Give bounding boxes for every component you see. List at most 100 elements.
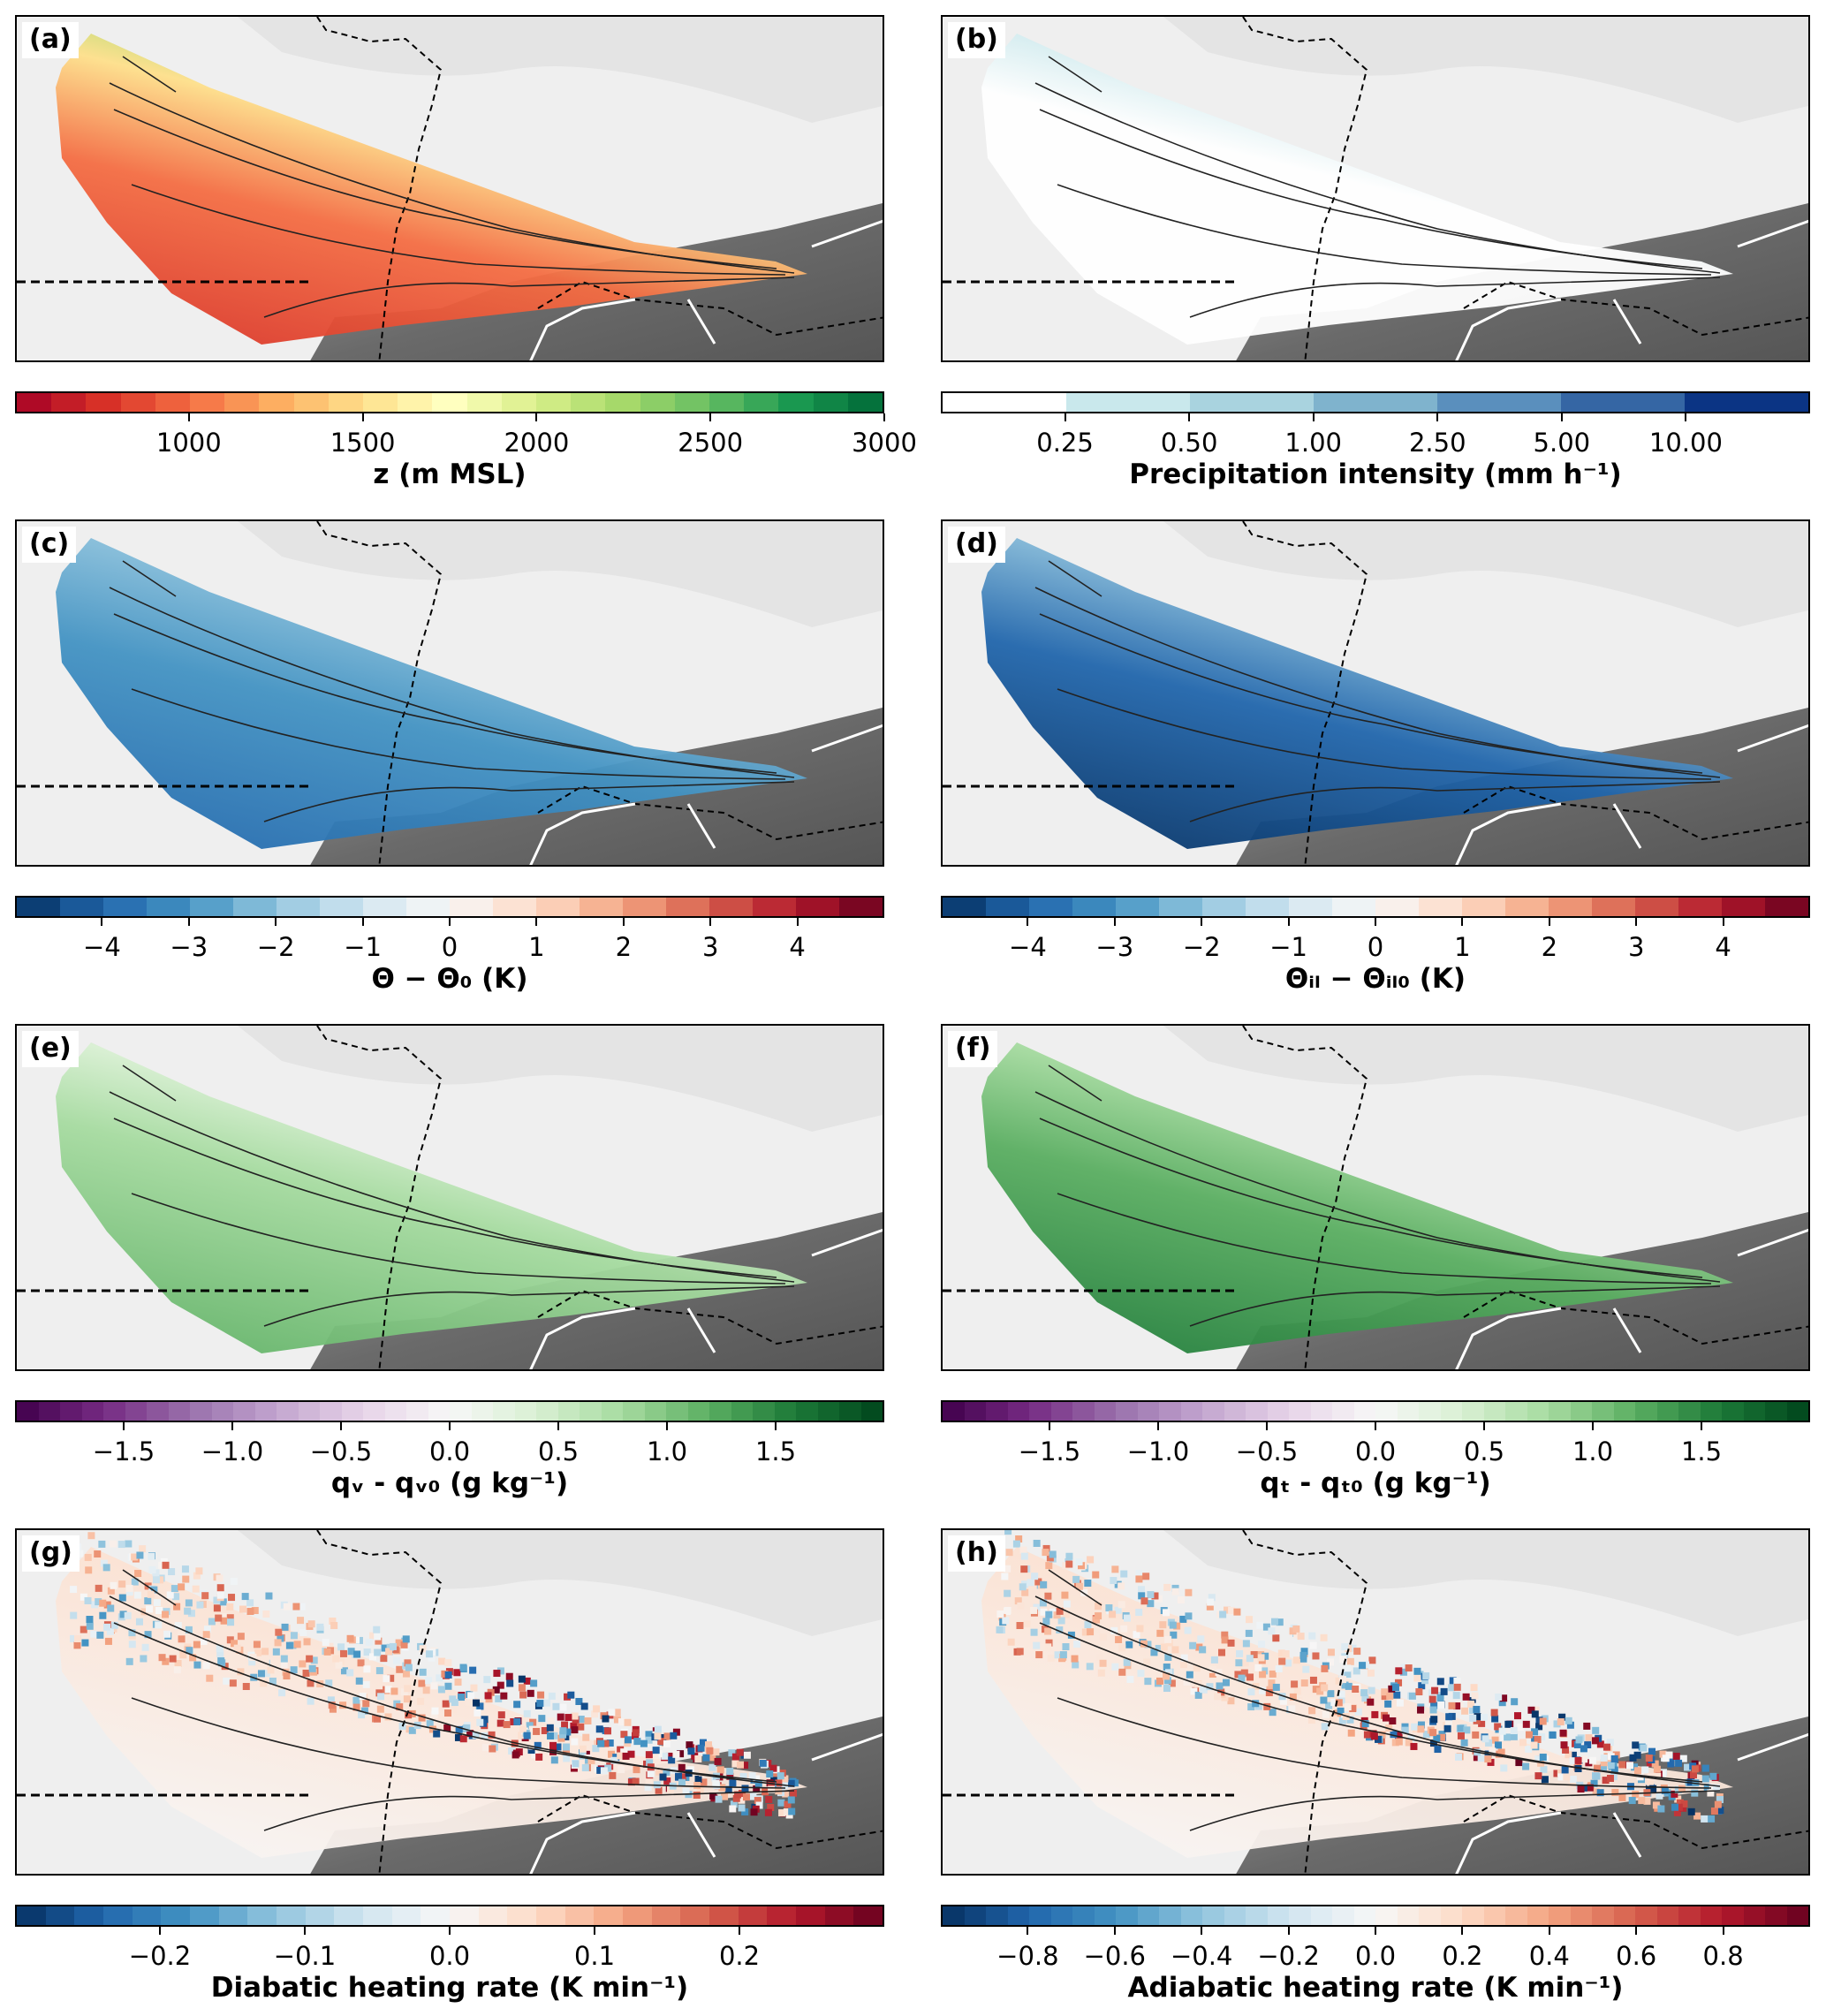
heating-cell <box>766 1770 774 1778</box>
heating-cell <box>239 1605 246 1613</box>
heating-cell <box>1684 1763 1692 1771</box>
heating-cell <box>189 1654 197 1662</box>
heating-cell <box>782 1790 790 1798</box>
tick-label: 0.5 <box>1463 1436 1505 1467</box>
heating-cell <box>241 1593 249 1601</box>
colorbar-segment <box>233 898 277 916</box>
heating-cell <box>332 1655 340 1663</box>
colorbar-segment <box>1353 1402 1375 1421</box>
heating-cell <box>293 1641 301 1648</box>
colorbar-segment <box>623 1906 652 1925</box>
colorbar-segment <box>1505 898 1549 916</box>
heating-cell <box>1489 1747 1496 1755</box>
heating-cell <box>1337 1690 1345 1698</box>
heating-cell <box>419 1668 427 1676</box>
heating-cell <box>714 1757 722 1765</box>
heating-cell <box>193 1641 201 1648</box>
heating-cell <box>1510 1727 1518 1735</box>
heating-cell <box>162 1561 170 1569</box>
heating-cell <box>1216 1682 1224 1690</box>
colorbar-segment <box>1202 1402 1224 1421</box>
colorbar-segment <box>1029 1906 1051 1925</box>
tick-mark <box>796 918 799 926</box>
heating-cell <box>1525 1731 1533 1739</box>
heating-cell <box>1087 1628 1095 1636</box>
colorbar-segment <box>1314 393 1437 412</box>
heating-cell <box>100 1559 108 1567</box>
heating-cell <box>1388 1685 1396 1693</box>
heating-cell <box>465 1698 473 1706</box>
heating-cell <box>1607 1762 1615 1770</box>
heating-cell <box>620 1731 628 1739</box>
colorbar-segment <box>501 393 537 412</box>
heating-cell <box>1349 1705 1357 1713</box>
heating-cell <box>374 1715 382 1723</box>
colorbar-segment <box>103 898 147 916</box>
colorbar-segment <box>1246 898 1289 916</box>
heating-cell <box>1234 1671 1242 1679</box>
heating-cell <box>575 1697 583 1705</box>
colorbar-segment <box>1700 1402 1722 1421</box>
colorbar-segment <box>1722 1402 1744 1421</box>
heating-cell <box>1395 1667 1403 1675</box>
map-canvas <box>943 1026 1808 1369</box>
colorbar-segment <box>1202 898 1246 916</box>
heating-cell <box>431 1707 439 1715</box>
heating-cell <box>1035 1651 1043 1659</box>
heating-cell <box>233 1644 241 1652</box>
tick-label: 0.6 <box>1616 1941 1657 1971</box>
heating-cell <box>328 1701 336 1709</box>
heating-cell <box>1679 1755 1687 1762</box>
heating-cell <box>426 1720 434 1728</box>
heating-cell <box>564 1728 572 1736</box>
heating-cell <box>470 1684 478 1692</box>
colorbar-segment <box>640 393 675 412</box>
map-canvas <box>17 521 883 865</box>
heating-cell <box>1241 1659 1249 1667</box>
heating-cell <box>537 1691 545 1699</box>
heating-cell <box>1147 1591 1155 1599</box>
heating-cell <box>1206 1683 1214 1691</box>
heating-cell <box>172 1593 180 1601</box>
heating-cell <box>483 1676 491 1684</box>
heating-cell <box>118 1594 126 1602</box>
heating-cell <box>1257 1654 1265 1662</box>
colorbar-segment <box>1635 1402 1657 1421</box>
colorbar-segment <box>709 1906 739 1925</box>
tick-mark <box>1157 1422 1159 1430</box>
heating-cell <box>1477 1755 1485 1762</box>
heating-cell <box>675 1772 683 1780</box>
map-panel-g: (g) <box>15 1528 884 1876</box>
heating-cell <box>308 1664 316 1672</box>
heating-cell <box>1163 1609 1171 1617</box>
heating-cell <box>359 1693 367 1701</box>
colorbar-h <box>941 1905 1810 1927</box>
heating-cell <box>538 1715 546 1723</box>
heating-cell <box>581 1764 589 1772</box>
heating-cell <box>749 1792 757 1800</box>
heating-cell <box>1472 1731 1480 1739</box>
heating-cell <box>534 1741 542 1749</box>
heating-cell <box>1429 1729 1437 1737</box>
heating-cell <box>262 1670 270 1678</box>
heating-cell <box>1585 1734 1593 1742</box>
heating-cell <box>1687 1808 1695 1815</box>
colorbar-segment <box>293 393 329 412</box>
colorbar-segment <box>1527 1402 1549 1421</box>
river-valleys <box>1455 219 1808 360</box>
colorbar-segment <box>1440 1906 1462 1925</box>
heating-cell <box>1250 1650 1258 1658</box>
colorbar-segment <box>605 393 640 412</box>
heating-cell <box>678 1773 686 1781</box>
heating-cell <box>1005 1549 1013 1557</box>
colorbar-segment <box>1635 1906 1657 1925</box>
heating-cell <box>337 1643 345 1651</box>
heating-cell <box>1135 1609 1143 1617</box>
tick-label: −3 <box>1095 932 1134 962</box>
colorbar-segment <box>147 1402 169 1421</box>
heating-cell <box>606 1739 614 1747</box>
heating-cell <box>1163 1685 1171 1693</box>
colorbar-segment <box>1570 1402 1592 1421</box>
colorbar-segment <box>1722 1906 1744 1925</box>
heating-cell <box>396 1703 404 1711</box>
